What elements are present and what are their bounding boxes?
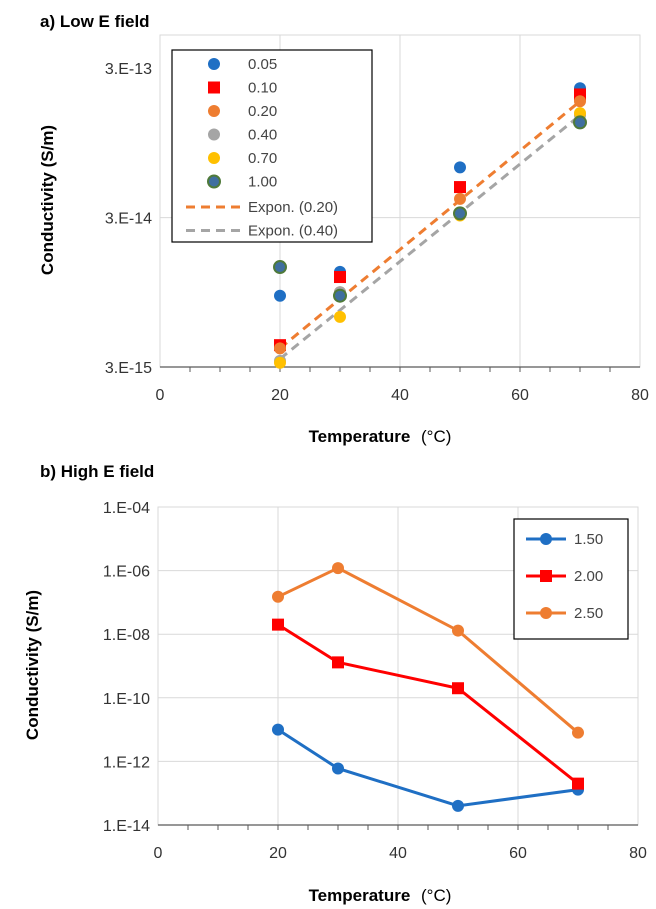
point-series-2 [574,95,586,108]
point-series-2 [274,342,286,355]
legend-label-2: 2.50 [574,605,603,622]
panel-b-x-axis-title: Temperature (°C) [309,886,452,905]
panel-a-x-axis-unit: (°C) [421,427,451,446]
legend-marker-1 [540,570,552,582]
panel-a-legend: 0.05 0.10 0.20 0.40 0.70 1.00 Expon. (0.20) Exp… [171,49,373,243]
trendline-1 [279,114,581,361]
legend-trend-label-1: Expon. (0.40) [248,223,338,240]
point-series-1 [332,656,344,669]
panel-b-series-lines [277,566,579,808]
x-tick-label: 60 [511,387,529,404]
x-tick-label: 40 [389,845,407,862]
panel-b-title: b) High E field [40,462,154,481]
panel-a-legend-box [171,49,373,243]
point-series-2 [272,590,284,603]
x-tick-label: 0 [154,845,163,862]
point-series-1 [454,181,466,194]
panel-a-y-axis-title: Conductivity (S/m) [38,125,57,275]
point-series-2 [332,562,344,575]
point-series-0 [332,762,344,775]
series-line-2 [277,566,579,734]
x-tick-label: 80 [631,387,649,404]
legend-label-0: 1.50 [574,531,603,548]
legend-label-4: 0.70 [248,150,277,167]
panel-b-legend: 1.50 2.00 2.50 [513,518,629,640]
panel-b-high-e-field: b) High E field 0 20 40 60 80 1.E-14 1.E-12 1.E… [23,462,647,905]
legend-marker-5 [207,174,221,189]
panel-b-legend-box [513,518,629,640]
legend-label-0: 0.05 [248,56,277,73]
legend-marker-0 [208,58,220,70]
x-tick-label: 40 [391,387,409,404]
point-series-4 [334,310,346,323]
legend-label-2: 0.20 [248,103,277,120]
point-series-1 [272,618,284,631]
series-line-1 [277,623,579,785]
point-series-1 [572,777,584,790]
legend-marker-2 [540,607,552,619]
panel-b-x-axis-unit: (°C) [421,886,451,905]
panel-b-y-axis-title: Conductivity (S/m) [23,590,42,740]
panel-a-low-e-field: a) Low E field 0 20 40 60 80 3.E-15 3.E-14 3.E-… [38,12,649,446]
legend-marker-0 [540,533,552,545]
point-series-0 [272,723,284,736]
y-tick-label: 3.E-15 [105,360,152,377]
point-series-0 [274,289,286,302]
panel-a-x-axis-label: Temperature [309,427,411,446]
panel-a-title: a) Low E field [40,12,150,31]
legend-label-1: 2.00 [574,568,603,585]
y-tick-label: 1.E-10 [103,691,150,708]
y-tick-label: 1.E-14 [103,818,150,835]
x-tick-label: 20 [269,845,287,862]
panel-a-x-axis-title: Temperature (°C) [309,427,452,446]
y-tick-label: 1.E-12 [103,754,150,771]
legend-marker-1 [208,81,220,94]
panel-b-grid [158,507,638,825]
x-tick-label: 0 [156,387,165,404]
point-series-5 [273,260,287,275]
legend-marker-4 [208,152,220,164]
point-series-4 [274,356,286,369]
x-tick-label: 20 [271,387,289,404]
point-series-1 [452,682,464,695]
panel-a-trendlines [279,100,581,361]
point-series-2 [572,726,584,739]
series-line-0 [277,728,579,808]
y-tick-label: 1.E-08 [103,627,150,644]
panel-b-x-axis-label: Temperature [309,886,411,905]
point-series-5 [333,288,347,303]
panel-a-points [273,82,587,369]
point-series-1 [334,271,346,284]
y-tick-label: 1.E-06 [103,564,150,581]
legend-label-1: 0.10 [248,80,277,97]
trendline-0 [279,100,581,350]
legend-label-5: 1.00 [248,174,277,191]
y-tick-label: 3.E-14 [105,211,152,228]
legend-marker-3 [208,128,220,141]
point-series-2 [454,192,466,205]
point-series-0 [454,161,466,174]
panel-b-ticks: 0 20 40 60 80 1.E-14 1.E-12 1.E-10 1.E-08 1.E-06 1… [103,500,647,862]
point-series-2 [452,624,464,637]
y-tick-label: 3.E-13 [105,61,152,78]
x-tick-label: 80 [629,845,647,862]
panel-b-points [272,562,584,812]
legend-label-3: 0.40 [248,127,277,144]
point-series-5 [573,115,587,130]
panel-a-ticks: 0 20 40 60 80 3.E-15 3.E-14 3.E-13 [105,61,649,404]
legend-trend-label-0: Expon. (0.20) [248,199,338,216]
point-series-0 [452,799,464,812]
y-tick-label: 1.E-04 [103,500,150,517]
legend-marker-2 [208,105,220,117]
point-series-5 [453,206,467,221]
x-tick-label: 60 [509,845,527,862]
